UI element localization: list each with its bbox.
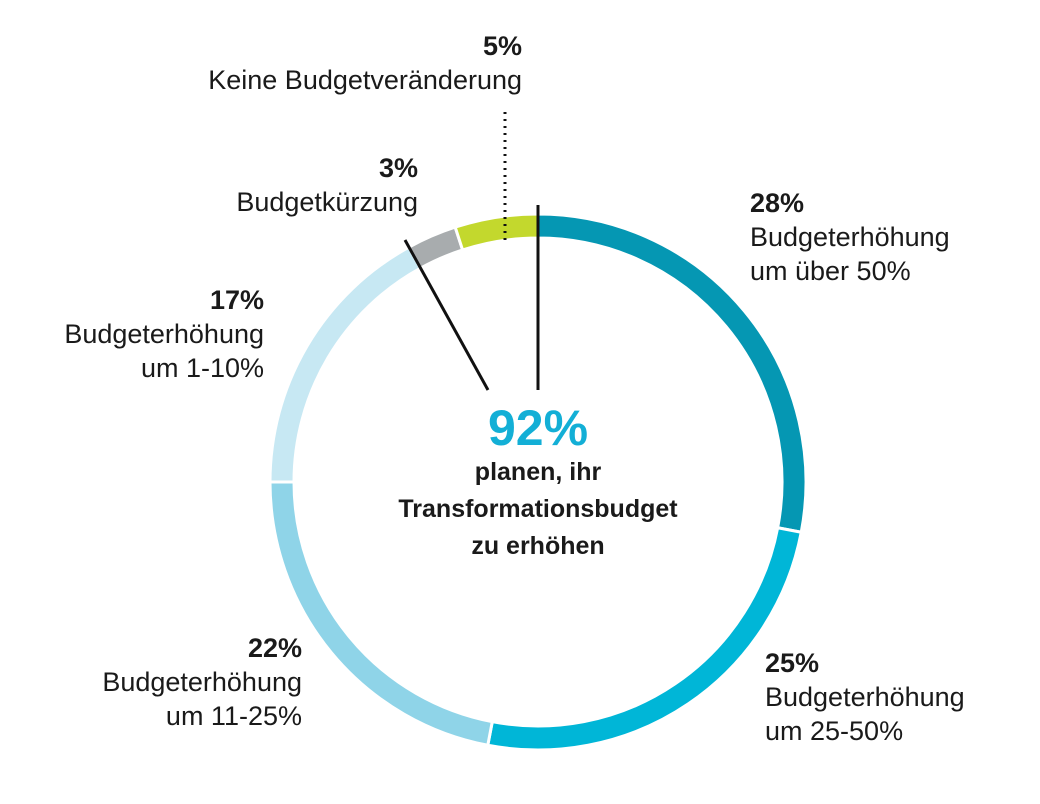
slice-4-percent: 3%	[379, 153, 418, 183]
slice-3	[268, 245, 423, 484]
center-value: 92%	[488, 400, 588, 456]
center-text-line-2: Transformationsbudget	[398, 495, 678, 523]
slice-5	[453, 212, 540, 252]
slice-0-label-line-1: Budgeterhöhung	[750, 222, 950, 252]
center-text-line-1: planen, ihr	[475, 458, 602, 486]
slice-0-label-line-2: um über 50%	[750, 256, 911, 286]
slice-2-label-line-2: um 11-25%	[166, 701, 302, 731]
slice-3-label-line-1: Budgeterhöhung	[64, 319, 264, 349]
slice-1-percent: 25%	[765, 648, 819, 678]
slice-5-label-line-1: Keine Budgetveränderung	[208, 65, 522, 95]
slice-1	[486, 525, 804, 752]
slice-2-percent: 22%	[248, 633, 302, 663]
leader-lines	[403, 112, 540, 391]
slice-3-label-line-2: um 1-10%	[141, 353, 264, 383]
slice-4-label-line-1: Budgetkürzung	[236, 187, 418, 217]
slice-1-label-line-2: um 25-50%	[765, 716, 903, 746]
center-text-line-3: zu erhöhen	[471, 532, 604, 560]
slice-0-percent: 28%	[750, 188, 804, 218]
slice-labels: 28% Budgeterhöhung um über 50% 25% Budgeterh…	[64, 31, 964, 746]
leader-line-budgetkuerzung	[403, 239, 490, 391]
slice-5-percent: 5%	[483, 31, 522, 61]
slice-3-percent: 17%	[210, 285, 264, 315]
slice-2-label-line-1: Budgeterhöhung	[102, 667, 302, 697]
slice-1-label-line-1: Budgeterhöhung	[765, 682, 965, 712]
donut-slices	[268, 212, 808, 752]
